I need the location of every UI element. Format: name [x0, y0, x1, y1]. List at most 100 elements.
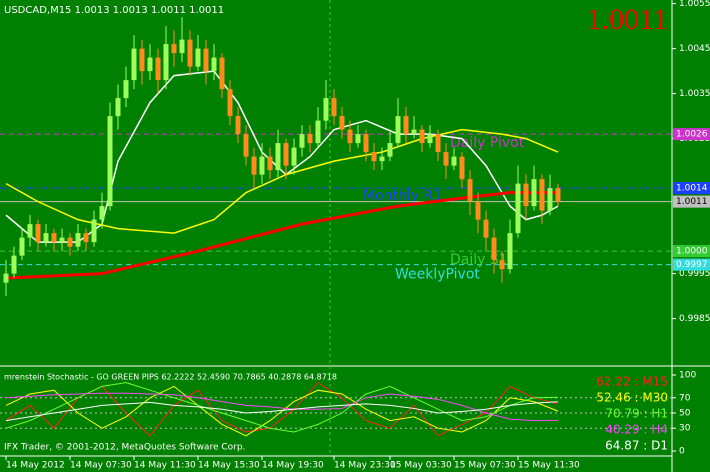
candle-body — [315, 120, 321, 144]
candle-body — [467, 179, 473, 202]
candle-body — [259, 156, 265, 175]
x-tick-label: 15 May 11:30 — [518, 461, 580, 471]
y-tick-label: 70 — [679, 393, 691, 403]
candle-body — [195, 48, 201, 67]
x-tick-label: 14 May 07:30 — [70, 461, 132, 471]
level-price-box — [673, 245, 710, 258]
candle-body — [251, 156, 257, 175]
x-tick-label: 15 May 07:30 — [454, 461, 516, 471]
candle-body — [107, 116, 113, 207]
candle-body — [235, 116, 241, 135]
candle-body — [411, 129, 417, 135]
level-price-label: 0.9997 — [676, 260, 708, 270]
candle-body — [51, 233, 57, 243]
level-price-box — [673, 128, 710, 141]
candle-body — [211, 57, 217, 72]
legend-entry: 62.22 : M15 — [596, 375, 668, 389]
candle-body — [347, 129, 353, 144]
candle-body — [267, 156, 273, 171]
candle-body — [171, 44, 177, 54]
candle-body — [179, 39, 185, 54]
candle-body — [275, 143, 281, 171]
legend-entry: 40.29 : H4 — [605, 423, 668, 437]
x-tick-label: 14 May 23:30 — [334, 461, 396, 471]
x-tick-label: 14 May 15:30 — [198, 461, 260, 471]
candle-body — [459, 156, 465, 180]
candle-body — [203, 48, 209, 72]
candle-body — [59, 237, 65, 243]
candle-body — [163, 44, 169, 81]
level-price-box — [673, 258, 710, 271]
candle-body — [443, 152, 449, 166]
candle-body — [331, 98, 337, 117]
candle-body — [355, 134, 361, 144]
level-price-box — [673, 195, 710, 208]
legend-entry: 70.79 : H1 — [605, 407, 668, 421]
level-name: WeeklyPivot — [395, 267, 480, 283]
candle-body — [27, 224, 33, 238]
candle-body — [379, 156, 385, 162]
candle-body — [219, 57, 225, 90]
candle-body — [371, 152, 377, 162]
y-tick-label: 100 — [679, 371, 696, 381]
candle-body — [123, 80, 129, 99]
y-tick-label: 30 — [679, 424, 691, 434]
moving-average — [5, 191, 558, 280]
candle-body — [115, 98, 121, 117]
level-price-label: 1.0011 — [676, 197, 708, 207]
y-tick-label: 50 — [679, 409, 691, 419]
candle-body — [547, 188, 553, 211]
candle-body — [475, 201, 481, 220]
legend-entry: 52.46 : M30 — [596, 391, 668, 405]
level-name: Monthly R1 — [363, 188, 442, 204]
legend-entry: 64.87 : D1 — [605, 439, 668, 453]
candle-body — [67, 237, 73, 247]
candle-body — [531, 179, 537, 207]
candle-body — [507, 233, 513, 270]
x-tick-label: 14 May 11:30 — [134, 461, 196, 471]
level-price-label: 1.0000 — [676, 247, 708, 257]
copyright: IFX Trader, © 2001-2012, MetaQuotes Soft… — [4, 443, 245, 453]
candle-body — [299, 134, 305, 148]
candle-body — [435, 134, 441, 153]
candle-body — [323, 98, 329, 121]
candle-body — [75, 233, 81, 247]
candle-body — [515, 183, 521, 234]
chart-title: USDCAD,M15 1.0013 1.0013 1.0011 1.0011 — [4, 5, 224, 16]
candle-body — [363, 134, 369, 153]
y-tick-label: 0 — [679, 447, 685, 457]
stochastic-line — [5, 382, 559, 433]
y-tick-label: 0.9985 — [679, 314, 710, 324]
candle-body — [11, 255, 17, 274]
candle-body — [387, 143, 393, 157]
candle-body — [555, 188, 561, 202]
indicator-title: mrenstein Stochastic - GO GREEN PIPS 62.… — [4, 373, 337, 382]
candle-body — [139, 48, 145, 72]
candle-body — [91, 219, 97, 243]
x-tick-label: 14 May 19:30 — [262, 461, 324, 471]
candle-body — [307, 134, 313, 144]
candle-body — [187, 39, 193, 67]
stochastic-line — [5, 385, 559, 437]
y-tick-label: 1.0035 — [679, 89, 710, 99]
level-name: Daily Pivot — [450, 135, 525, 151]
y-tick-label: 1.0045 — [679, 44, 710, 54]
candle-body — [395, 116, 401, 144]
candle-body — [227, 89, 233, 117]
candle-body — [427, 134, 433, 144]
candle-body — [283, 143, 289, 166]
x-tick-label: 15 May 03:30 — [390, 461, 452, 471]
candle-body — [499, 260, 505, 270]
candle-body — [339, 116, 345, 130]
level-price-label: 1.0026 — [676, 130, 708, 140]
candle-body — [147, 57, 153, 72]
candle-body — [155, 57, 161, 81]
candle-body — [43, 233, 49, 243]
candle-body — [99, 206, 105, 220]
candle-body — [291, 147, 297, 166]
y-tick-label: 1.0055 — [679, 0, 710, 9]
candle-body — [243, 134, 249, 157]
candle-body — [539, 179, 545, 211]
level-price-label: 1.0014 — [676, 184, 708, 194]
